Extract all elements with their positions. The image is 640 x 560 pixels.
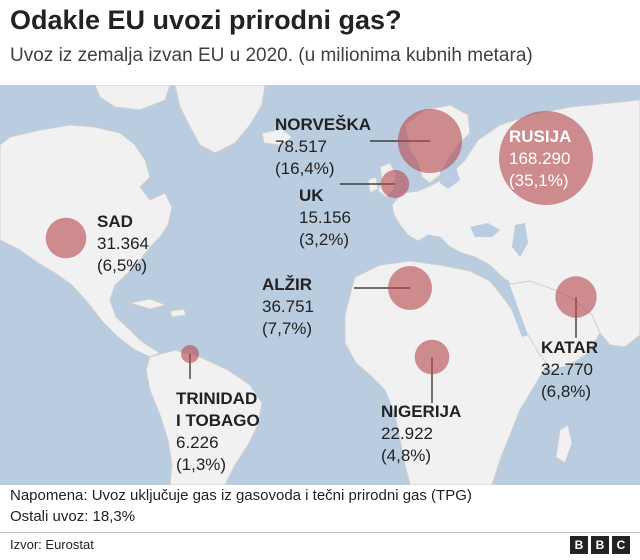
source-text: Izvor: Eurostat (10, 537, 94, 552)
sea-mediterranean (375, 245, 475, 267)
bbc-logo-block: C (612, 536, 630, 554)
bubble-nigeria (414, 339, 450, 375)
country-name: NIGERIJA (381, 402, 462, 421)
label-trinidad: TRINIDAD I TOBAGO 6.226 (1,3%) (176, 388, 260, 476)
bubble-norway (397, 108, 463, 174)
bubble-russia (499, 111, 593, 205)
bubble-uk (380, 169, 410, 199)
sea-caspian (512, 223, 528, 257)
land-greenland (174, 85, 266, 154)
land-arctic-islands (94, 85, 171, 111)
country-name: NORVEŠKA (275, 115, 372, 134)
label-qatar: KATAR 32.770 (6,8%) (541, 337, 598, 403)
map-svg (0, 85, 640, 485)
land-ireland (367, 176, 379, 194)
note-text: Napomena: Uvoz uključuje gas iz gasovoda… (10, 487, 472, 504)
sea-baltic (440, 165, 460, 189)
bbc-logo-block: B (591, 536, 609, 554)
country-name: ALŽIR (262, 275, 313, 294)
sea-red (500, 280, 528, 337)
label-nigeria: NIGERIJA 22.922 (4,8%) (381, 401, 461, 467)
label-algeria: ALŽIR 36.751 (7,7%) (262, 274, 314, 340)
bubble-qatar (555, 276, 597, 318)
country-share: (16,4%) (275, 159, 335, 178)
country-share: (35,1%) (509, 171, 569, 190)
country-value: 32.770 (541, 360, 593, 379)
country-value: 22.922 (381, 424, 433, 443)
label-usa: SAD 31.364 (6,5%) (97, 211, 149, 277)
land-madagascar (555, 424, 573, 464)
land-iceland (261, 128, 293, 146)
country-share: (6,5%) (97, 256, 148, 275)
chart-subtitle: Uvoz iz zemalja izvan EU u 2020. (u mili… (10, 45, 533, 66)
land-caribbean (129, 298, 168, 310)
bubble-usa (45, 217, 87, 259)
country-share: (1,3%) (176, 455, 227, 474)
country-value: 168.290 (509, 149, 571, 168)
land-africa (344, 260, 549, 485)
bbc-logo: B B C (570, 536, 630, 554)
label-russia: RUSIJA 168.290 (35,1%) (509, 126, 571, 192)
chart-title: Odakle EU uvozi prirodni gas? (10, 5, 402, 35)
bubble-trinidad (181, 345, 199, 363)
country-value: 31.364 (97, 234, 149, 253)
bubble-algeria (388, 266, 432, 310)
country-value: 6.226 (176, 433, 219, 452)
inland-seas (375, 165, 528, 337)
label-uk: UK 15.156 (3,2%) (299, 185, 351, 251)
country-value: 15.156 (299, 208, 351, 227)
country-name: UK (299, 186, 324, 205)
bubbles-layer (45, 108, 597, 375)
country-value: 36.751 (262, 297, 314, 316)
country-name-line2: I TOBAGO (176, 411, 260, 430)
country-value: 78.517 (275, 137, 327, 156)
country-name: SAD (97, 212, 133, 231)
other-imports-text: Ostali uvoz: 18,3% (10, 508, 136, 525)
world-map (0, 85, 640, 485)
bbc-logo-block: B (570, 536, 588, 554)
land-south-america (145, 349, 263, 485)
country-share: (3,2%) (299, 230, 350, 249)
country-share: (6,8%) (541, 382, 592, 401)
country-name: KATAR (541, 338, 598, 357)
label-norway: NORVEŠKA 78.517 (16,4%) (275, 114, 371, 180)
country-share: (4,8%) (381, 446, 432, 465)
country-name-line1: TRINIDAD (176, 389, 258, 408)
land-caribbean-2 (169, 308, 187, 318)
country-name: RUSIJA (509, 127, 572, 146)
sea-black (470, 223, 500, 237)
country-share: (7,7%) (262, 319, 313, 338)
footer-divider (0, 532, 640, 533)
